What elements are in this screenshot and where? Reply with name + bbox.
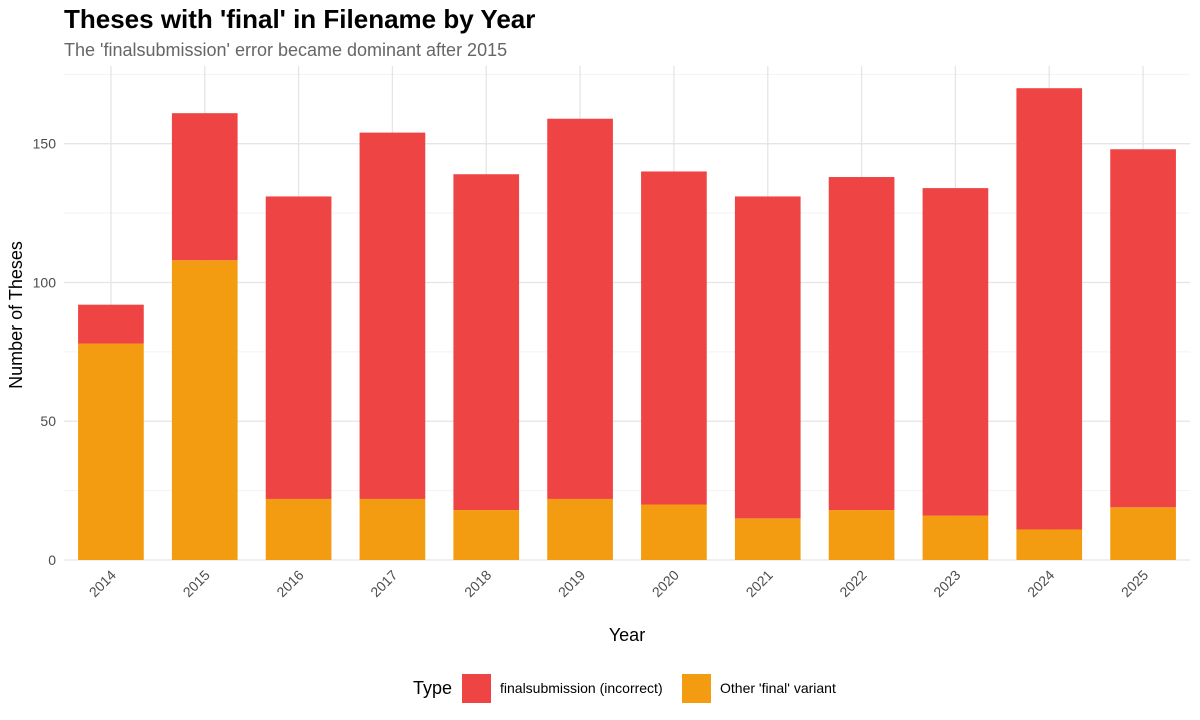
legend-swatch <box>462 674 491 703</box>
legend-label: Other 'final' variant <box>720 680 836 696</box>
bar-segment <box>78 343 144 560</box>
legend-title: Type <box>413 678 452 698</box>
bar-segment <box>359 498 426 560</box>
bar-series <box>78 88 1176 560</box>
bar-segment <box>78 304 144 344</box>
bar-segment <box>641 171 707 505</box>
x-tick-label: 2022 <box>836 567 869 600</box>
x-tick-label: 2018 <box>461 567 494 600</box>
bar-segment <box>1016 529 1083 560</box>
bar-segment <box>1110 149 1176 508</box>
y-tick-label: 100 <box>33 274 57 290</box>
bar-segment <box>734 196 801 519</box>
bar-segment <box>828 510 895 560</box>
x-tick-label: 2023 <box>930 567 963 600</box>
x-axis: 2014 2015 2016 2017 2018 2019 2020 2021 2022 2023… <box>86 567 1152 600</box>
x-tick-label: 2015 <box>180 567 213 600</box>
x-tick-label: 2016 <box>273 567 306 600</box>
y-tick-label: 0 <box>48 552 56 568</box>
x-tick-label: 2024 <box>1024 567 1057 600</box>
bar-segment <box>734 518 801 560</box>
x-tick-label: 2019 <box>555 567 588 600</box>
y-tick-label: 150 <box>33 136 57 152</box>
x-tick-label: 2021 <box>743 567 776 600</box>
bar-segment <box>359 132 426 499</box>
legend-swatch <box>682 674 711 703</box>
bar-segment <box>547 498 613 560</box>
x-tick-label: 2014 <box>86 567 119 600</box>
bar-segment <box>265 498 332 560</box>
bar-segment <box>265 196 332 499</box>
bar-segment <box>922 188 989 516</box>
bar-segment <box>828 177 895 511</box>
bar-segment <box>453 510 520 560</box>
bar-segment <box>641 504 707 560</box>
x-axis-title: Year <box>609 625 645 645</box>
bar-segment <box>922 515 989 560</box>
legend-label: finalsubmission (incorrect) <box>500 680 663 696</box>
bar-segment <box>171 113 238 261</box>
bar-segment <box>1110 507 1176 560</box>
bar-segment <box>171 260 238 560</box>
x-tick-label: 2017 <box>367 567 400 600</box>
chart-title: Theses with 'final' in Filename by Year <box>64 4 536 34</box>
y-tick-label: 50 <box>40 413 56 429</box>
bar-segment <box>547 118 613 499</box>
x-tick-label: 2025 <box>1118 567 1151 600</box>
x-tick-label: 2020 <box>649 567 682 600</box>
bar-segment <box>1016 88 1083 530</box>
y-axis-title: Number of Theses <box>6 241 26 389</box>
bar-segment <box>453 174 520 511</box>
y-axis: 0 50 100 150 <box>33 136 57 568</box>
chart-subtitle: The 'finalsubmission' error became domin… <box>64 40 508 60</box>
legend: Type finalsubmission (incorrect) Other 'f… <box>413 674 836 703</box>
